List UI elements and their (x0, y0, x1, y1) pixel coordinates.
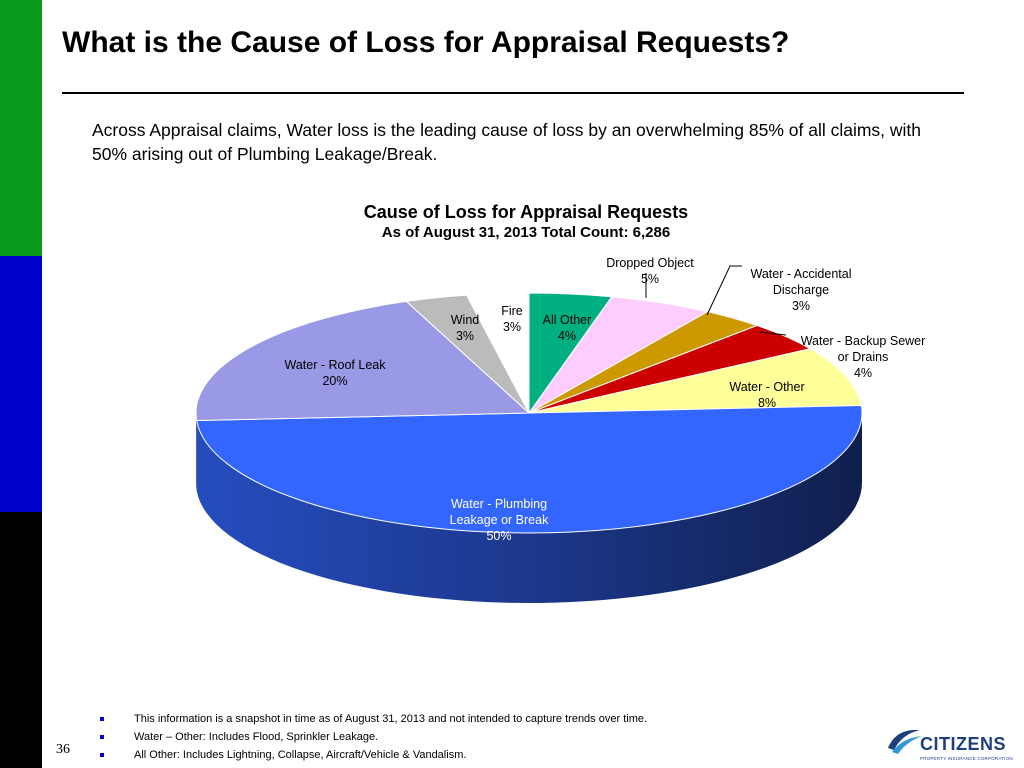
leader-line-water-backup-sewer-or-drains (759, 331, 787, 336)
slide-title: What is the Cause of Loss for Appraisal … (62, 26, 790, 59)
data-label-wind: Wind 3% (451, 313, 480, 343)
data-label-all-other: All Other 4% (543, 313, 592, 343)
logo-tagline: PROPERTY INSURANCE CORPORATION (920, 756, 1013, 761)
footnote-list: This information is a snapshot in time a… (100, 710, 647, 764)
page-number: 36 (56, 742, 70, 757)
leader-line-water-accidental-discharge (706, 265, 742, 316)
footnote-item: This information is a snapshot in time a… (100, 710, 647, 728)
pie-side-water-plumbing-leakage-or-break (196, 413, 863, 604)
logo-wordmark: CITIZENS (920, 734, 1007, 754)
data-label-dropped-object: Dropped Object 5% (606, 256, 694, 286)
data-label-water-accidental-discharge: Water - Accidental Discharge 3% (751, 267, 852, 313)
pie-side-water-roof-leak (196, 413, 197, 491)
pie-slice-water-other (528, 348, 862, 414)
title-divider (62, 92, 964, 94)
side-stripe-blue (0, 256, 42, 512)
side-stripe-black (0, 512, 42, 768)
data-label-water-other: Water - Other 8% (729, 380, 804, 410)
chart-subtitle: As of August 31, 2013 Total Count: 6,286 (381, 224, 671, 241)
intro-text: Across Appraisal claims, Water loss is t… (92, 120, 922, 164)
pie-slice-water-roof-leak (195, 300, 531, 422)
footnote-item: Water – Other: Includes Flood, Sprinkler… (100, 728, 647, 746)
data-label-water-plumbing-leakage-or-break: Water - Plumbing Leakage or Break 50% (450, 497, 549, 543)
pie-slice-fire (465, 292, 530, 414)
pie-slice-water-plumbing-leakage-or-break (196, 404, 863, 534)
data-label-fire: Fire 3% (501, 304, 523, 334)
footnote-item: All Other: Includes Lightning, Collapse,… (100, 746, 647, 764)
chart-title: Cause of Loss for Appraisal Requests (363, 202, 689, 222)
data-label-water-roof-leak: Water - Roof Leak 20% (285, 358, 387, 388)
data-label-water-backup-sewer-or-drains: Water - Backup Sewer or Drains 4% (801, 334, 926, 380)
citizens-logo: CITIZENS PROPERTY INSURANCE CORPORATION (884, 718, 1013, 766)
logo-swoosh-icon (888, 729, 922, 754)
side-stripe-green (0, 0, 42, 256)
